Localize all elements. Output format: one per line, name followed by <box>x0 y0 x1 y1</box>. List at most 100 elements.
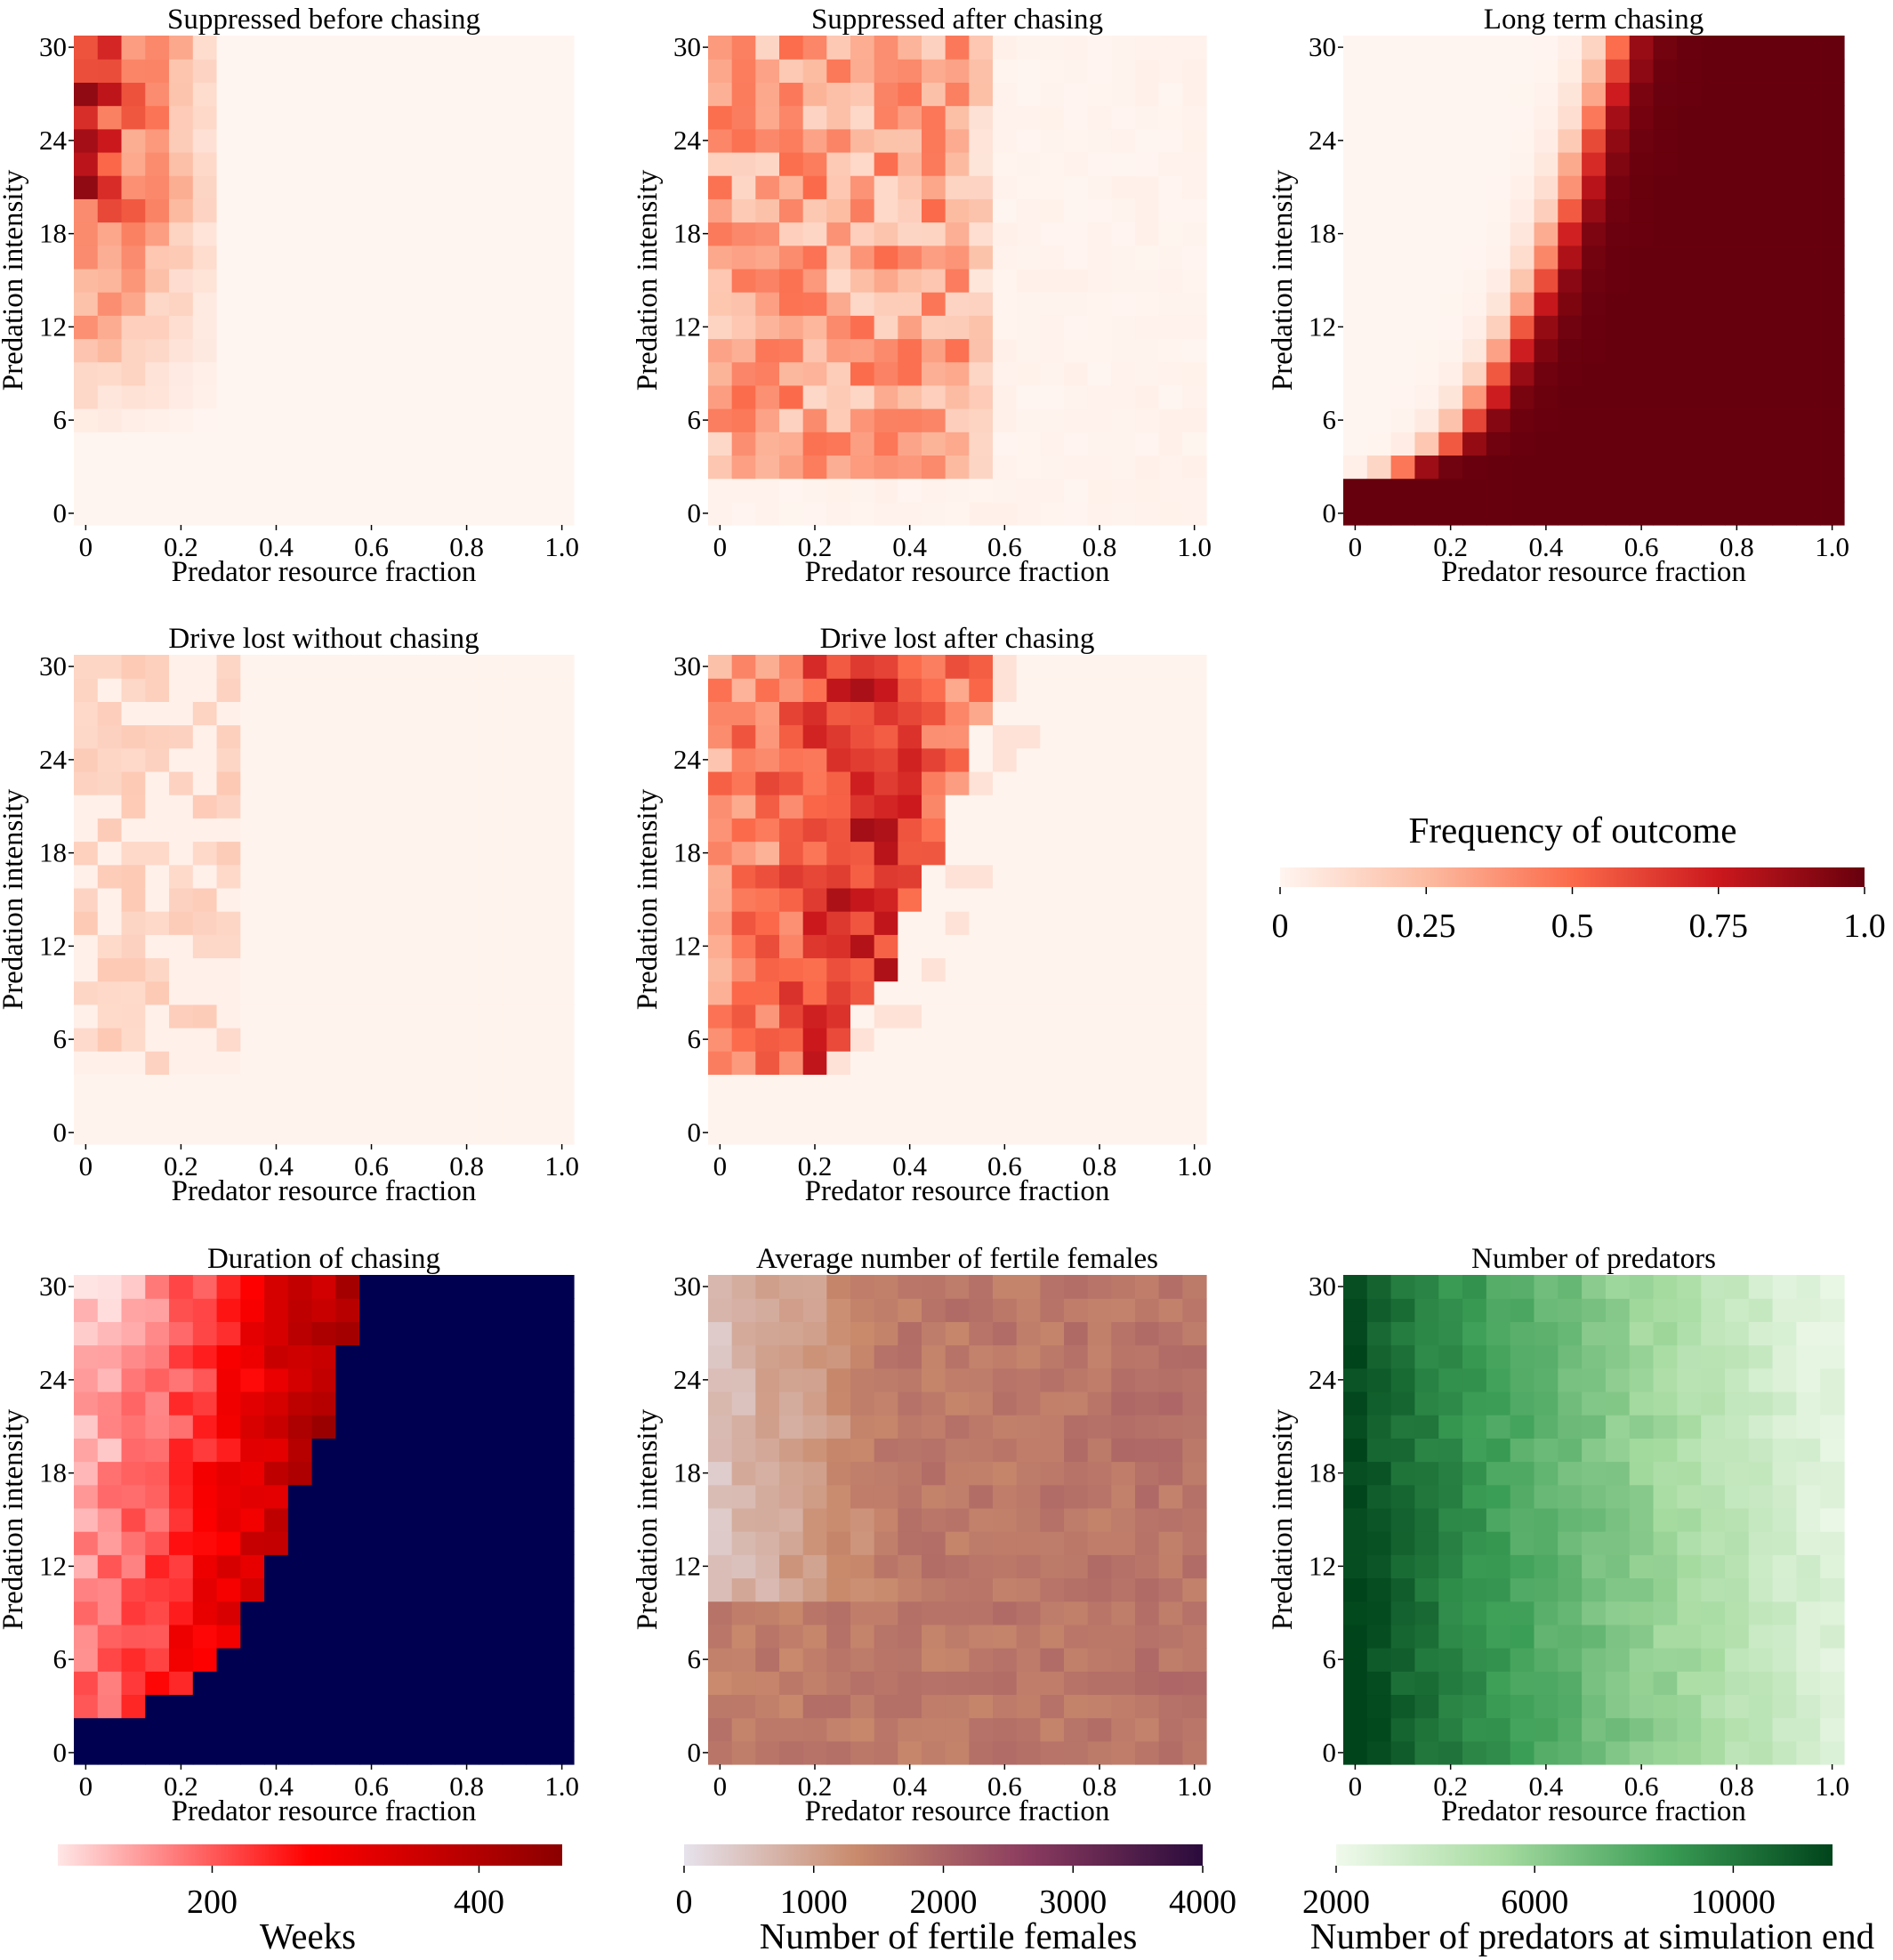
heatmap-cell <box>874 59 898 83</box>
heatmap-cell <box>335 1484 360 1509</box>
heatmap-cell <box>1772 151 1797 176</box>
heatmap-cell <box>1534 1577 1559 1602</box>
heatmap-cell <box>1748 59 1774 83</box>
heatmap-cell <box>1772 245 1797 270</box>
heatmap-cell <box>335 105 360 130</box>
heatmap-cell <box>1772 105 1797 130</box>
heatmap-cell <box>874 222 898 246</box>
heatmap-cell <box>359 455 384 480</box>
heatmap-cell <box>287 770 313 795</box>
heatmap-cell <box>1040 1554 1065 1579</box>
heatmap-cell <box>1087 1717 1112 1742</box>
heatmap-cell <box>407 980 432 1005</box>
heatmap-cell <box>1605 432 1631 456</box>
heatmap-cell <box>755 292 780 316</box>
heatmap-cell <box>264 1051 289 1076</box>
heatmap-cell <box>708 957 733 982</box>
heatmap-cell <box>826 1298 851 1322</box>
heatmap-cell <box>169 222 194 246</box>
heatmap-cell <box>383 911 408 935</box>
heatmap-cell <box>1343 361 1368 386</box>
heatmap-cell <box>1772 1321 1797 1346</box>
heatmap-cell <box>97 911 123 935</box>
heatmap-cell <box>216 1531 241 1555</box>
heatmap-cell <box>550 655 575 679</box>
heatmap-cell <box>74 1415 99 1439</box>
heatmap-cell <box>1111 1624 1136 1649</box>
heatmap-cell <box>1343 198 1368 223</box>
heatmap-cell <box>922 1415 946 1439</box>
heatmap-cell <box>145 128 170 153</box>
heatmap-cell <box>1558 1717 1583 1742</box>
heatmap-cell <box>455 1120 479 1145</box>
heatmap-cell <box>1462 1601 1487 1625</box>
heatmap-cell <box>478 724 503 749</box>
heatmap-cell <box>1087 432 1112 456</box>
heatmap-cell <box>1605 245 1631 270</box>
heatmap-cell <box>1087 1554 1112 1579</box>
heatmap-cell <box>74 408 99 432</box>
heatmap-cell <box>383 198 408 223</box>
heatmap-cell <box>455 1717 479 1742</box>
heatmap-cell <box>287 198 313 223</box>
heatmap-cell <box>922 1531 946 1555</box>
heatmap-cell <box>192 1740 218 1765</box>
heatmap-cell <box>945 957 970 982</box>
heatmap-cell <box>383 222 408 246</box>
heatmap-cell <box>898 1391 922 1416</box>
heatmap-cell <box>1605 408 1631 432</box>
heatmap-cell <box>145 818 170 843</box>
heatmap-cell <box>779 1601 804 1625</box>
heatmap-cell <box>431 934 455 959</box>
heatmap-cell <box>169 315 194 340</box>
heatmap-cell <box>216 957 241 982</box>
heatmap-cell <box>311 1004 336 1028</box>
heatmap-cell <box>1701 1461 1726 1486</box>
heatmap-cell <box>121 1344 146 1369</box>
heatmap-cell <box>826 1321 851 1346</box>
heatmap-cell <box>526 268 551 293</box>
heatmap-cell <box>1653 1344 1678 1369</box>
heatmap-cell <box>1796 338 1821 363</box>
heatmap-cell <box>898 338 922 363</box>
heatmap-cell <box>1796 1391 1821 1416</box>
heatmap-cell <box>502 864 528 889</box>
heatmap-cell <box>311 1097 336 1122</box>
heatmap-cell <box>802 268 827 293</box>
heatmap-cell <box>731 338 756 363</box>
heatmap-cell <box>731 361 756 386</box>
heatmap-cell <box>335 1671 360 1696</box>
heatmap-cell <box>169 1004 194 1028</box>
heatmap-cell <box>169 59 194 83</box>
heatmap-cell <box>1414 1740 1439 1765</box>
heatmap-cell <box>121 36 146 60</box>
heatmap-cell <box>945 818 970 843</box>
heatmap-cell <box>1438 455 1463 480</box>
heatmap-cell <box>708 268 733 293</box>
y-tick-label: 12 <box>1309 1550 1336 1581</box>
heatmap-cell <box>502 1344 528 1369</box>
heatmap-cell <box>1701 1275 1726 1299</box>
heatmap-cell <box>1510 222 1535 246</box>
heatmap-cell <box>169 1051 194 1076</box>
heatmap-cell <box>264 222 289 246</box>
heatmap-cell <box>1016 455 1041 480</box>
heatmap-cell <box>192 1438 218 1463</box>
heatmap-cell <box>169 934 194 959</box>
colorbar-fertile: 0 1000 2000 3000 4000 Number of fertile fema… <box>676 1844 1236 1956</box>
heatmap-cell <box>359 384 384 409</box>
heatmap-cell <box>1748 1648 1774 1672</box>
heatmap-cell <box>502 198 528 223</box>
heatmap-cell <box>993 887 1018 912</box>
heatmap-cell <box>502 1671 528 1696</box>
heatmap-cell <box>1087 315 1112 340</box>
heatmap-cell <box>755 268 780 293</box>
heatmap-cell <box>1629 1624 1655 1649</box>
heatmap-cell <box>1182 864 1207 889</box>
colorbar-frequency: Frequency of outcome 0 0.25 0.5 0.75 1.0 <box>1272 810 1886 945</box>
heatmap-cell <box>1605 105 1631 130</box>
heatmap-cell <box>169 1321 194 1346</box>
heatmap-cell <box>1724 1298 1750 1322</box>
heatmap-cell <box>1064 384 1089 409</box>
heatmap-cell <box>1414 1717 1439 1742</box>
